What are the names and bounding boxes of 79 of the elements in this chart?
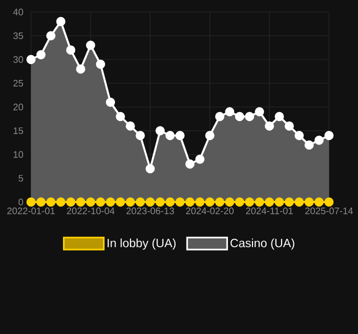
legend-label: Casino (UA) <box>230 238 294 250</box>
point <box>146 164 155 174</box>
y-tick-label: 20 <box>13 104 24 110</box>
point <box>76 64 86 74</box>
point <box>274 112 284 122</box>
point <box>175 130 185 140</box>
point <box>156 126 165 136</box>
point <box>96 197 106 207</box>
point <box>314 136 324 145</box>
y-tick-label: 0 <box>18 198 24 206</box>
point <box>56 16 66 26</box>
point <box>76 197 86 207</box>
point <box>126 197 135 207</box>
point <box>165 130 175 140</box>
point <box>26 197 36 207</box>
y-tick-label: 5 <box>18 174 24 182</box>
point <box>254 197 264 207</box>
y-tick-label: 15 <box>14 127 24 134</box>
point <box>225 197 234 207</box>
point <box>195 197 204 207</box>
y-tick-label: 10 <box>14 151 24 158</box>
point <box>324 130 334 140</box>
point <box>46 197 56 207</box>
point <box>314 197 324 207</box>
point <box>66 45 76 55</box>
point <box>244 112 254 122</box>
point <box>215 197 224 207</box>
y-tick-label: 35 <box>13 32 24 40</box>
point <box>215 112 224 122</box>
point <box>165 197 175 207</box>
point <box>264 197 274 207</box>
point <box>235 197 244 207</box>
point <box>235 112 244 122</box>
point <box>294 130 304 140</box>
point <box>244 197 254 207</box>
point <box>46 31 56 40</box>
point <box>56 197 66 207</box>
point <box>185 197 195 207</box>
point <box>66 197 76 207</box>
point <box>264 121 274 131</box>
point <box>26 54 36 64</box>
point <box>304 197 314 207</box>
point <box>116 197 125 207</box>
point <box>304 140 314 150</box>
point <box>205 130 214 140</box>
x-tick-label: 2025-07-14 <box>305 208 353 214</box>
point <box>225 107 234 116</box>
point <box>156 197 165 207</box>
point <box>195 154 204 164</box>
legend-label: In lobby (UA) <box>108 238 176 250</box>
x-tick-label: 2024-11-01 <box>246 208 293 214</box>
point <box>136 197 145 207</box>
y-tick-label: 30 <box>13 56 24 63</box>
point <box>136 130 145 140</box>
point <box>96 60 106 69</box>
point <box>324 197 334 207</box>
y-tick-label: 40 <box>13 8 24 16</box>
point <box>36 197 46 207</box>
point <box>106 98 116 107</box>
point <box>284 121 294 131</box>
point <box>274 197 284 207</box>
point <box>146 197 155 207</box>
point <box>86 40 96 50</box>
point <box>86 197 96 207</box>
point <box>116 112 125 122</box>
x-tick-label: 2022-10-04 <box>66 208 115 214</box>
point <box>254 107 264 116</box>
x-tick-label: 2022-01-01 <box>7 208 55 214</box>
point <box>126 121 135 131</box>
point <box>106 197 116 207</box>
y-tick-label: 25 <box>13 80 24 87</box>
x-tick-label: 2023-06-13 <box>126 208 174 214</box>
point <box>284 197 294 207</box>
point <box>36 50 46 60</box>
point <box>294 197 304 207</box>
x-tick-label: 2024-02-20 <box>186 208 234 214</box>
point <box>205 197 214 207</box>
point <box>185 159 195 169</box>
point <box>175 197 185 207</box>
